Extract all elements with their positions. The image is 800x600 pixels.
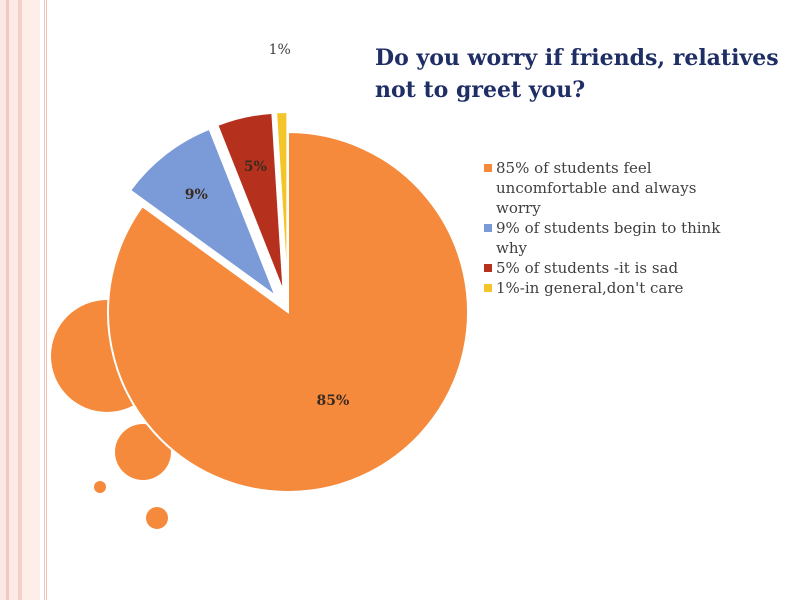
pie-slice: [107, 130, 469, 493]
legend-item: 85% of students feel uncomfortable and a…: [484, 158, 734, 218]
legend-label: 5% of students -it is sad: [496, 259, 679, 277]
chart-title: Do you worry if friends, relatives not t…: [375, 45, 779, 103]
decor-circle-tiny: [94, 481, 106, 493]
legend-label: 85% of students feel uncomfortable and a…: [496, 159, 697, 217]
decor-circle-small: [146, 507, 168, 529]
legend-item: 1%-in general,don't care: [484, 278, 734, 298]
chart-legend: 85% of students feel uncomfortable and a…: [484, 158, 734, 298]
legend-label: 1%-in general,don't care: [496, 279, 684, 297]
slice-data-label: 5%: [244, 159, 267, 175]
pie-slice: [216, 111, 285, 293]
legend-item: 5% of students -it is sad: [484, 258, 734, 278]
legend-item: 9% of students begin to think why: [484, 218, 734, 258]
frame-divider: [46, 0, 47, 600]
slice-data-label: 9%: [185, 187, 208, 203]
frame-divider: [44, 0, 45, 600]
decor-circle-medium: [115, 424, 171, 480]
slice-data-label: 1%: [269, 42, 291, 58]
legend-swatch: [484, 264, 492, 272]
pie-slice: [275, 111, 289, 293]
decorative-side-stripes: [0, 0, 40, 600]
slice-data-label: 85%: [317, 393, 350, 409]
legend-swatch: [484, 224, 492, 232]
pie-slice: [128, 127, 278, 300]
legend-swatch: [484, 164, 492, 172]
legend-label: 9% of students begin to think why: [496, 219, 721, 257]
legend-swatch: [484, 284, 492, 292]
